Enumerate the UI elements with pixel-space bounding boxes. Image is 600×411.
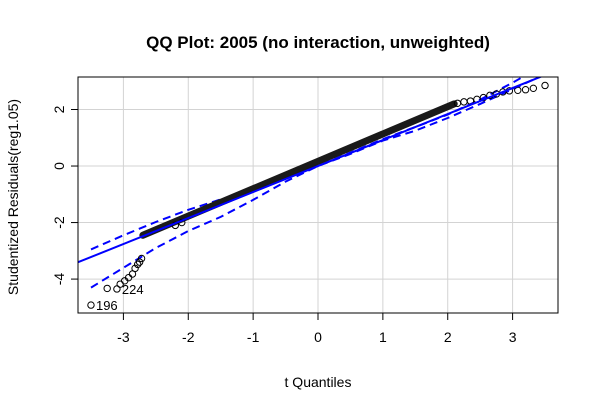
- sample-quantile-curve: [139, 100, 458, 239]
- grid-lines: [78, 77, 558, 313]
- point-label: 196: [96, 298, 118, 313]
- point-label: 224: [122, 282, 144, 297]
- data-point: [135, 258, 144, 266]
- sample-curve: [139, 100, 458, 239]
- data-point: [521, 86, 530, 94]
- data-point: [133, 260, 142, 269]
- x-tick-label: 2: [444, 329, 452, 345]
- y-tick-label: -2: [51, 216, 67, 229]
- reference-line-group: [78, 77, 543, 264]
- x-tick-label: -3: [117, 329, 130, 345]
- y-tick-label: -4: [51, 273, 67, 286]
- data-point: [103, 284, 111, 293]
- data-point: [529, 84, 538, 93]
- x-tick-label: 3: [509, 329, 517, 345]
- x-tick-label: 1: [379, 329, 387, 345]
- data-points: [87, 81, 549, 309]
- data-point: [514, 86, 522, 94]
- data-point: [131, 264, 139, 273]
- y-tick-label: 0: [51, 162, 67, 170]
- data-point: [541, 81, 549, 90]
- reference-line: [78, 77, 543, 264]
- confidence-band-lower: [90, 77, 542, 289]
- y-tick-label: 2: [51, 105, 67, 113]
- chart-title: QQ Plot: 2005 (no interaction, unweighte…: [146, 33, 490, 52]
- plot-frame: [77, 76, 559, 314]
- x-tick-label: -1: [247, 329, 260, 345]
- x-tick-label: -2: [182, 329, 195, 345]
- data-point: [87, 301, 95, 309]
- x-tick-label: 0: [314, 329, 322, 345]
- axes: -3 -2 -1 0 1 2 3 -4 -2 0 2: [51, 105, 517, 345]
- data-point: [137, 254, 146, 263]
- x-axis-label: t Quantiles: [285, 374, 352, 390]
- data-point: [460, 98, 468, 106]
- point-labels: 196 224: [96, 282, 144, 313]
- y-axis-label: Studentized Residuals(reg1.05): [5, 99, 21, 295]
- data-point: [124, 273, 133, 282]
